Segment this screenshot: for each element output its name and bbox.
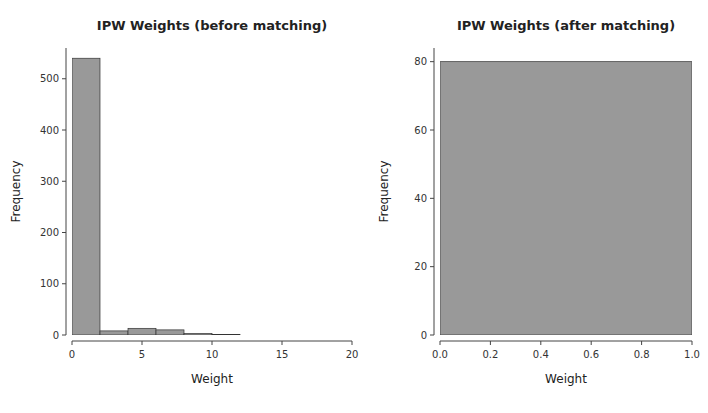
y-tick-label: 200 xyxy=(40,227,59,238)
x-tick xyxy=(641,341,642,345)
y-axis-label: Frequency xyxy=(377,161,391,223)
bar xyxy=(440,62,692,335)
x-tick-label: 1.0 xyxy=(684,349,700,360)
x-axis-label: Weight xyxy=(545,372,587,386)
x-tick xyxy=(72,341,73,345)
y-tick xyxy=(62,78,66,79)
x-tick-label: 5 xyxy=(139,349,145,360)
y-axis-line xyxy=(434,48,435,335)
y-tick xyxy=(62,335,66,336)
bar xyxy=(184,333,212,335)
x-tick xyxy=(142,341,143,345)
bar xyxy=(100,331,128,335)
y-tick xyxy=(430,130,434,131)
bar xyxy=(296,335,324,336)
x-tick-label: 20 xyxy=(346,349,359,360)
y-tick-label: 60 xyxy=(414,125,427,136)
x-tick xyxy=(440,341,441,345)
page: {"chart_data": [ {"type": "histogram", "… xyxy=(0,0,708,413)
bars xyxy=(72,58,240,335)
bar xyxy=(268,335,296,336)
x-tick-label: 0.6 xyxy=(583,349,599,360)
bar xyxy=(128,328,156,335)
x-tick xyxy=(352,341,353,345)
y-tick xyxy=(430,335,434,336)
y-tick-label: 20 xyxy=(414,261,427,272)
x-tick-label: 0.0 xyxy=(432,349,448,360)
x-tick-label: 0.4 xyxy=(533,349,549,360)
y-tick-label: 80 xyxy=(414,56,427,67)
panel: 051015200100200300400500IPW Weights (bef… xyxy=(9,18,358,386)
y-tick xyxy=(62,232,66,233)
x-tick-label: 15 xyxy=(276,349,289,360)
bar xyxy=(72,58,100,335)
x-tick-label: 0 xyxy=(69,349,75,360)
y-tick-label: 400 xyxy=(40,125,59,136)
bar xyxy=(212,334,240,335)
x-axis-line xyxy=(440,341,692,342)
chart-canvas: 051015200100200300400500IPW Weights (bef… xyxy=(0,0,708,413)
x-tick-label: 10 xyxy=(206,349,219,360)
y-tick-label: 100 xyxy=(40,278,59,289)
y-tick xyxy=(430,266,434,267)
bar xyxy=(240,335,268,336)
y-tick xyxy=(62,181,66,182)
y-axis-label: Frequency xyxy=(9,161,23,223)
bars xyxy=(440,62,692,335)
bar xyxy=(156,330,184,335)
y-tick xyxy=(430,61,434,62)
y-tick-label: 300 xyxy=(40,176,59,187)
x-tick xyxy=(540,341,541,345)
x-tick xyxy=(692,341,693,345)
bar xyxy=(324,335,352,336)
y-tick-label: 0 xyxy=(53,330,59,341)
x-tick-label: 0.2 xyxy=(482,349,498,360)
x-tick-label: 0.8 xyxy=(634,349,650,360)
x-tick xyxy=(212,341,213,345)
y-tick-label: 40 xyxy=(414,193,427,204)
y-tick-label: 0 xyxy=(421,330,427,341)
panel: 0.0 0.2 0.4 0.6 0.8 1.0 0 20 40 60 80 IPW Weights (… xyxy=(377,18,700,386)
y-tick xyxy=(62,130,66,131)
x-tick xyxy=(591,341,592,345)
title: IPW Weights (before matching) xyxy=(97,18,327,33)
x-tick xyxy=(490,341,491,345)
title: IPW Weights (after matching) xyxy=(457,18,675,33)
y-tick xyxy=(62,283,66,284)
y-tick xyxy=(430,198,434,199)
x-tick xyxy=(282,341,283,345)
y-tick-label: 500 xyxy=(40,73,59,84)
x-axis-label: Weight xyxy=(191,372,233,386)
y-axis-line xyxy=(66,48,67,335)
